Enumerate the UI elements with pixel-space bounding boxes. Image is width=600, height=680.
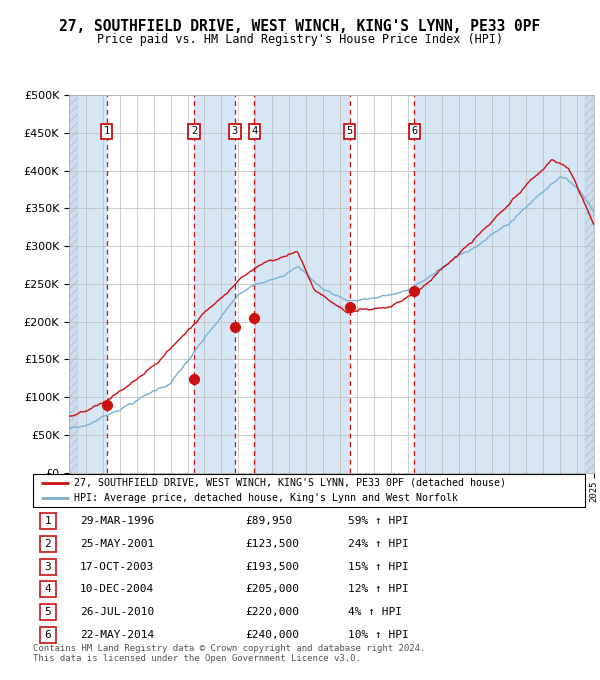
Bar [194,95,235,473]
Bar [584,95,594,473]
Text: 27, SOUTHFIELD DRIVE, WEST WINCH, KING'S LYNN, PE33 0PF: 27, SOUTHFIELD DRIVE, WEST WINCH, KING'S… [59,19,541,34]
Text: 29-MAR-1996: 29-MAR-1996 [80,516,154,526]
FancyBboxPatch shape [40,536,56,552]
Text: 25-MAY-2001: 25-MAY-2001 [80,539,154,549]
Text: 15% ↑ HPI: 15% ↑ HPI [347,562,409,572]
Text: £123,500: £123,500 [245,539,299,549]
Text: 6: 6 [411,126,418,137]
Text: £193,500: £193,500 [245,562,299,572]
FancyBboxPatch shape [40,581,56,598]
Text: £89,950: £89,950 [245,516,293,526]
Text: HPI: Average price, detached house, King's Lynn and West Norfolk: HPI: Average price, detached house, King… [74,493,458,503]
Text: 24% ↑ HPI: 24% ↑ HPI [347,539,409,549]
Text: 10-DEC-2004: 10-DEC-2004 [80,584,154,594]
Bar [415,95,594,473]
Text: 12% ↑ HPI: 12% ↑ HPI [347,584,409,594]
Text: Contains HM Land Registry data © Crown copyright and database right 2024.: Contains HM Land Registry data © Crown c… [33,644,425,653]
Text: 3: 3 [232,126,238,137]
Text: 22-MAY-2014: 22-MAY-2014 [80,630,154,640]
Text: 59% ↑ HPI: 59% ↑ HPI [347,516,409,526]
Text: 6: 6 [44,630,51,640]
Text: 2: 2 [191,126,197,137]
Text: 27, SOUTHFIELD DRIVE, WEST WINCH, KING'S LYNN, PE33 0PF (detached house): 27, SOUTHFIELD DRIVE, WEST WINCH, KING'S… [74,478,506,488]
Text: Price paid vs. HM Land Registry's House Price Index (HPI): Price paid vs. HM Land Registry's House … [97,33,503,46]
Text: 1: 1 [44,516,51,526]
FancyBboxPatch shape [40,604,56,620]
FancyBboxPatch shape [40,626,56,643]
Text: 4: 4 [44,584,51,594]
Text: 10% ↑ HPI: 10% ↑ HPI [347,630,409,640]
FancyBboxPatch shape [33,474,585,507]
Bar [69,95,79,473]
FancyBboxPatch shape [40,558,56,575]
FancyBboxPatch shape [40,513,56,530]
Text: This data is licensed under the Open Government Licence v3.0.: This data is licensed under the Open Gov… [33,654,361,663]
Bar [69,95,107,473]
Text: £205,000: £205,000 [245,584,299,594]
Text: 3: 3 [44,562,51,572]
Text: £240,000: £240,000 [245,630,299,640]
Text: 5: 5 [44,607,51,617]
Text: 2: 2 [44,539,51,549]
Bar [254,95,350,473]
Text: 17-OCT-2003: 17-OCT-2003 [80,562,154,572]
Text: 1: 1 [104,126,110,137]
Text: £220,000: £220,000 [245,607,299,617]
Text: 4: 4 [251,126,257,137]
Text: 26-JUL-2010: 26-JUL-2010 [80,607,154,617]
Text: 4% ↑ HPI: 4% ↑ HPI [347,607,401,617]
Text: 5: 5 [346,126,353,137]
